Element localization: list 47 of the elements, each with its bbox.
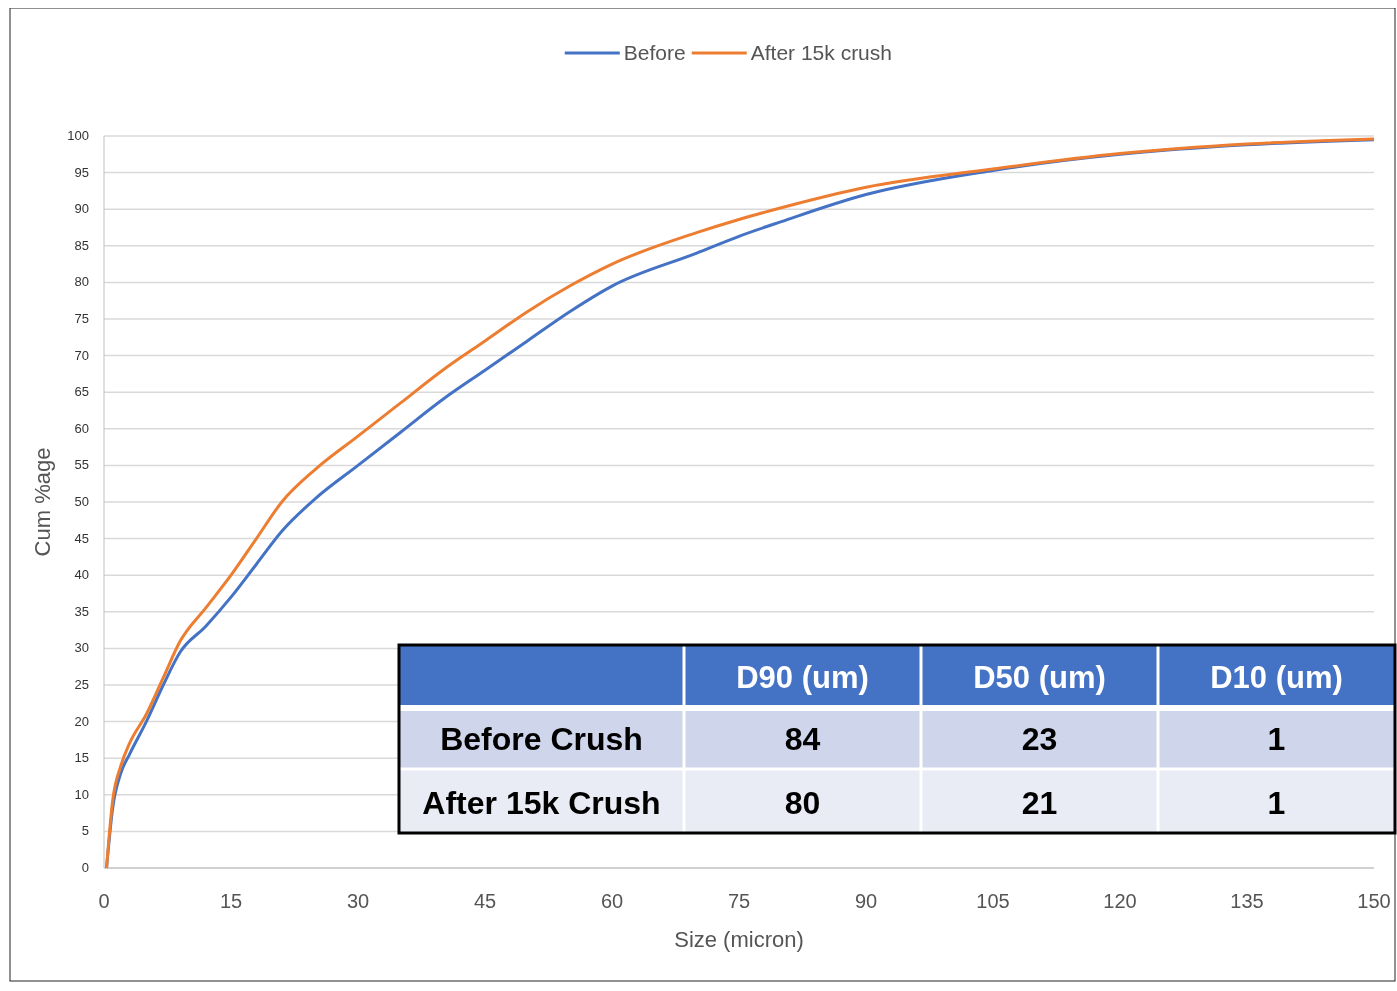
annotation: 1 <box>1267 721 1286 757</box>
annotation: D90 (um) <box>736 660 869 695</box>
y-tick-label: 90 <box>74 201 89 217</box>
annotation: 21 <box>1021 785 1058 821</box>
x-tick-label: 105 <box>976 890 1010 912</box>
x-tick-label: 60 <box>600 890 624 912</box>
x-tick-label: 120 <box>1103 890 1137 912</box>
y-tick-label: 50 <box>74 494 89 509</box>
annotation: D50 (um) <box>973 660 1106 695</box>
annotation: After 15k Crush <box>422 785 661 821</box>
x-tick-label: 150 <box>1357 890 1391 912</box>
y-tick-label: 100 <box>67 128 89 143</box>
y-tick-label: 55 <box>74 457 89 473</box>
x-tick-label: 75 <box>727 890 751 912</box>
annotation: Before Crush <box>440 721 643 757</box>
y-tick-label: 45 <box>74 530 89 546</box>
x-tick-label: 15 <box>219 890 243 912</box>
x-tick-label: 90 <box>854 890 878 912</box>
y-tick-label: 60 <box>74 420 89 436</box>
y-tick-label: 85 <box>74 237 89 253</box>
x-tick-label: 30 <box>346 890 370 912</box>
y-tick-label: 0 <box>81 860 89 875</box>
legend-label: Before <box>623 41 686 64</box>
y-tick-label: 20 <box>74 713 89 729</box>
y-tick-label: 65 <box>74 384 89 400</box>
y-tick-label: 95 <box>74 164 89 180</box>
annotation: D10 (um) <box>1210 660 1343 695</box>
annotation: 23 <box>1021 721 1058 757</box>
y-tick-label: 40 <box>74 567 89 583</box>
y-tick-label: 70 <box>74 347 89 363</box>
x-tick-label: 45 <box>473 890 497 912</box>
y-tick-label: 10 <box>74 786 89 802</box>
y-axis-title: Cum %age <box>30 447 55 557</box>
x-tick-label: 135 <box>1230 890 1264 912</box>
annotation: 84 <box>784 721 821 757</box>
y-tick-label: 80 <box>74 274 89 290</box>
annotation: 80 <box>784 785 821 821</box>
y-tick-label: 35 <box>74 603 89 619</box>
y-tick-label: 25 <box>74 677 89 692</box>
annotation: 1 <box>1267 785 1286 821</box>
y-tick-label: 15 <box>74 750 89 766</box>
x-tick-label: 0 <box>98 890 110 912</box>
x-axis-title: Size (micron) <box>674 927 804 952</box>
y-tick-label: 30 <box>74 640 89 656</box>
y-tick-label: 75 <box>74 311 89 326</box>
y-tick-label: 5 <box>81 823 89 839</box>
legend-label: After 15k crush <box>750 41 892 64</box>
